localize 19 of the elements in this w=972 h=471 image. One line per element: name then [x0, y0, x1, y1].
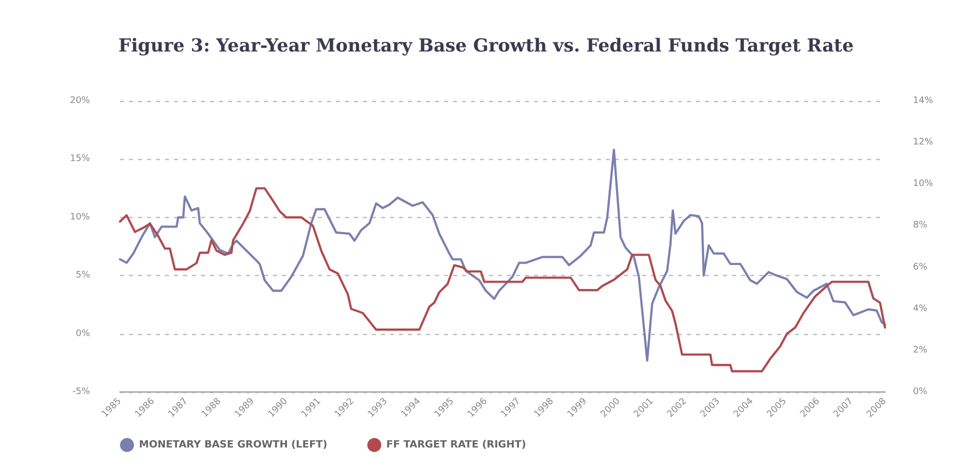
legend-label: FF TARGET RATE (RIGHT) [386, 440, 526, 450]
y2-tick-label: 14% [913, 96, 934, 106]
y2-tick-label: 12% [913, 138, 934, 148]
chart-title: Figure 3: Year-Year Monetary Base Growth vs. Federal Funds Target Rate [118, 36, 854, 56]
y2-tick-label: 0% [913, 387, 928, 397]
y-tick-label: 0% [76, 328, 90, 339]
y-tick-label: 15% [70, 154, 90, 164]
y-tick-label: 5% [76, 270, 90, 281]
y2-tick-label: 2% [913, 345, 928, 356]
y-tick-label: -5% [72, 387, 90, 397]
y-tick-label: 10% [70, 212, 90, 222]
line-series [118, 187, 886, 372]
y2-tick-label: 6% [913, 262, 928, 272]
y2-tick-label: 8% [913, 220, 928, 231]
y2-tick-label: 10% [913, 179, 934, 190]
y2-tick-label: 4% [913, 304, 928, 314]
legend-label: MONETARY BASE GROWTH (LEFT) [139, 440, 328, 450]
line-series [118, 148, 886, 362]
y-tick-label: 20% [70, 96, 90, 106]
